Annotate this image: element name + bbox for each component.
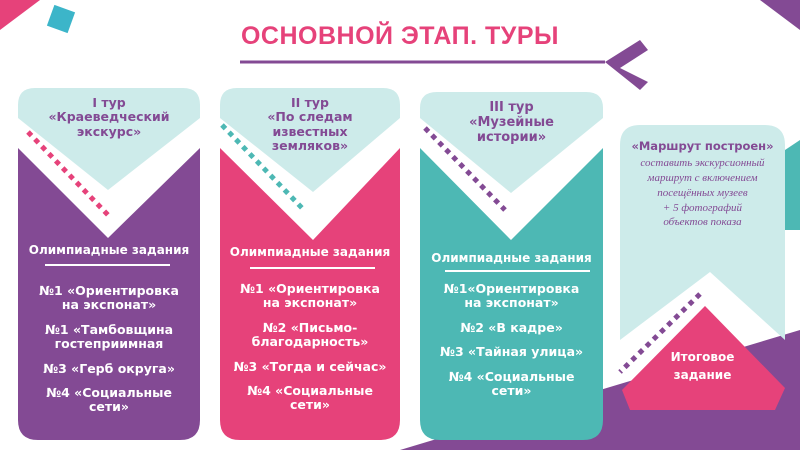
task: №1 «Тамбовщина <box>44 321 174 337</box>
description-line: + 5 фотографий <box>662 201 743 214</box>
tour-2-body-shape <box>220 148 400 440</box>
tour-name: «Краеведческий <box>48 109 170 125</box>
side-decoration <box>785 140 800 230</box>
task: на экспонат» <box>61 297 157 313</box>
task: №3 «Тогда и сейчас» <box>233 358 387 374</box>
task: №1 «Ориентировка <box>240 281 380 296</box>
task: на экспонат» <box>464 295 559 311</box>
task: №2 «В кадре» <box>460 319 563 335</box>
task: №2 «Письмо- <box>262 319 358 335</box>
description-line: составить экскурсионный <box>640 157 765 169</box>
task: №1 «Ориентировка <box>39 283 179 298</box>
task: №4 «Социальные <box>448 368 575 384</box>
final-task-label: Итоговое задание <box>640 348 765 384</box>
divider <box>45 264 170 266</box>
task: сети» <box>290 397 330 413</box>
tour-name: «Музейные <box>469 114 554 130</box>
tour-name: «По следам <box>267 109 353 125</box>
description-line: объектов показа <box>663 216 742 229</box>
final-heading: «Маршрут построен» <box>631 139 774 153</box>
description-line: маршрут с включением <box>647 171 758 184</box>
task: сети» <box>491 382 532 398</box>
task: благодарность» <box>251 334 369 350</box>
task: гостеприимная <box>54 336 164 352</box>
tour-2-header: II тур «По следам известных земляков» <box>220 95 400 154</box>
task: №4 «Социальные <box>247 382 373 398</box>
task: №1«Ориентировка <box>443 281 580 296</box>
tour-number: III тур <box>489 100 534 115</box>
tour-number: II тур <box>291 95 329 110</box>
tasks-heading: Олимпиадные задания <box>431 251 592 265</box>
tour-3-body-shape <box>420 148 603 440</box>
task-list: №1«Ориентировка на экспонат» №2 «В кадре»… <box>420 281 603 398</box>
corner-decoration <box>0 0 40 30</box>
task: сети» <box>89 399 129 415</box>
task: №3 «Герб округа» <box>43 360 175 376</box>
tour-1-header: I тур «Краеведческий экскурс» <box>18 95 200 139</box>
square-decoration <box>46 4 76 34</box>
task: №3 «Тайная улица» <box>439 344 584 360</box>
tour-3-header-shape <box>420 92 603 193</box>
tour-number: I тур <box>92 95 126 110</box>
tour-name: земляков» <box>271 138 349 154</box>
label-line: задание <box>673 368 732 382</box>
tour-3-header: III тур «Музейные истории» <box>420 100 603 146</box>
task: на экспонат» <box>262 295 358 311</box>
description-line: посещённых музеев <box>657 186 748 199</box>
tour-name: известных <box>272 123 348 139</box>
task: №4 «Социальные <box>46 384 172 400</box>
divider <box>250 267 375 269</box>
tour-name: истории» <box>476 129 547 145</box>
page-title: ОСНОВНОЙ ЭТАП. ТУРЫ <box>240 22 559 50</box>
tour-1-header-shape <box>18 88 200 190</box>
arrow-decoration <box>605 40 648 90</box>
dotted-line <box>618 292 702 374</box>
tasks-heading: Олимпиадные задания <box>28 243 190 257</box>
label-line: Итоговое <box>670 350 735 364</box>
tour-1-body-shape <box>18 148 200 440</box>
final-header-shape <box>620 125 785 340</box>
corner-decoration <box>760 0 800 30</box>
tasks-heading: Олимпиадные задания <box>229 245 391 259</box>
final-description: составить экскурсионный маршрут с включе… <box>615 156 790 230</box>
task-list: №1 «Ориентировка на экспонат» №2 «Письмо-… <box>220 281 400 413</box>
tour-2-header-shape <box>220 88 400 192</box>
divider <box>445 270 590 272</box>
task-list: №1 «Ориентировка на экспонат» №1 «Тамбовщ… <box>18 283 200 415</box>
final-task-shape <box>622 306 785 410</box>
tour-name: экскурс» <box>76 123 142 139</box>
